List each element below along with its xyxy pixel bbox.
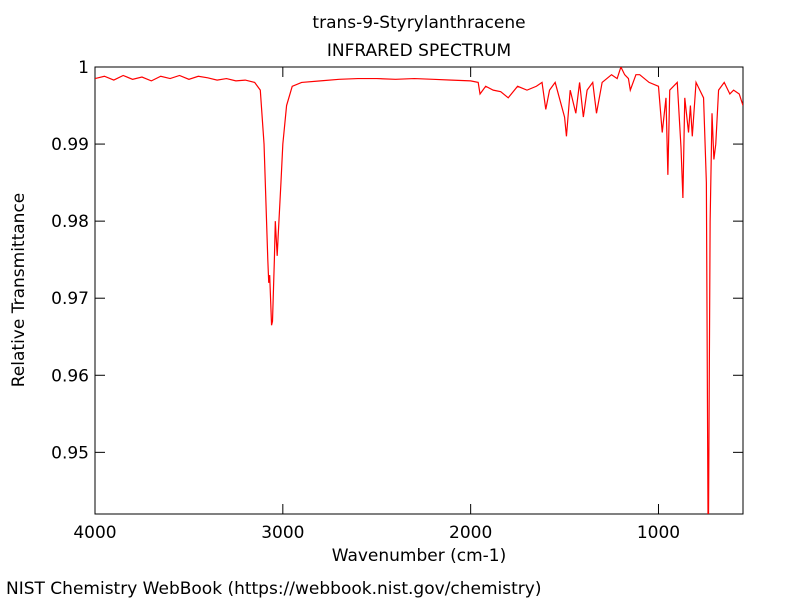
x-tick-label: 4000	[73, 523, 116, 543]
y-tick-label: 0.96	[51, 366, 89, 386]
y-tick-label: 1	[78, 58, 89, 78]
x-tick-label: 2000	[449, 523, 492, 543]
x-tick-label: 3000	[261, 523, 304, 543]
footer: NIST Chemistry WebBook (https://webbook.…	[6, 579, 541, 599]
y-tick-label: 0.99	[51, 135, 89, 155]
x-tick-label: 1000	[637, 523, 680, 543]
plot-frame	[94, 66, 744, 515]
chart-title: trans-9-Styrylanthracene	[312, 13, 525, 33]
y-tick-label: 0.95	[51, 443, 89, 463]
chart-subtitle: INFRARED SPECTRUM	[327, 41, 511, 61]
y-axis-label: Relative Transmittance	[9, 193, 29, 388]
spectrum-line	[95, 67, 743, 514]
y-tick-label: 0.97	[51, 289, 89, 309]
x-axis-label: Wavenumber (cm-1)	[332, 546, 507, 566]
y-tick-label: 0.98	[51, 212, 89, 232]
